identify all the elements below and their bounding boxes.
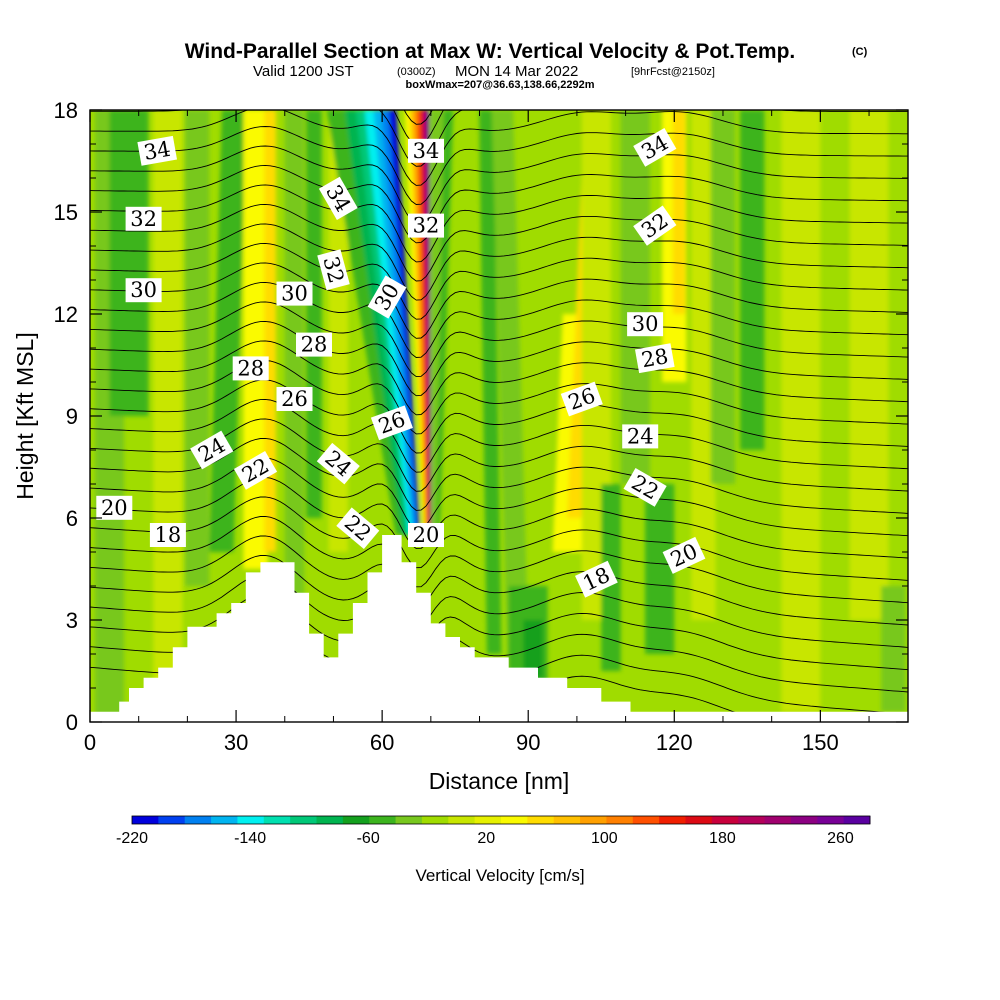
colorbar-swatch <box>632 816 660 824</box>
axes: 0 30 60 90 120 150 0 3 6 9 12 15 18 <box>54 98 908 755</box>
colorbar-swatch <box>316 816 344 824</box>
valid-time-line: Valid 1200 JST (0300Z) MON 14 Mar 2022 [… <box>253 63 715 80</box>
copyright-mark: (C) <box>852 46 868 58</box>
colorbar-tick-label: 260 <box>827 830 854 847</box>
y-axis-label: Height [Kft MSL] <box>12 332 38 499</box>
contour-label: 30 <box>276 281 313 306</box>
contour-label-text: 32 <box>130 207 157 231</box>
colorbar-tick-label: -140 <box>234 830 266 847</box>
contour-label-text: 34 <box>142 137 172 165</box>
colorbar-swatch <box>263 816 291 824</box>
plot-area: 3432302826242220183432302824223432302620… <box>90 110 908 722</box>
colorbar-swatch <box>843 816 871 824</box>
y-tick-label: 18 <box>54 98 78 123</box>
colorbar-swatch <box>290 816 317 824</box>
colorbar-swatch <box>474 816 502 824</box>
x-tick-label: 30 <box>224 730 248 755</box>
colorbar-swatch <box>659 816 686 824</box>
contour-label: 34 <box>408 138 444 163</box>
colorbar-swatch <box>342 816 370 824</box>
colorbar-swatch <box>211 816 238 824</box>
colorbar-swatch <box>580 816 607 824</box>
contour-label-text: 26 <box>281 387 308 411</box>
contour-label: 28 <box>296 332 332 357</box>
contour-label-text: 20 <box>101 496 128 520</box>
y-tick-label: 15 <box>54 200 78 225</box>
contour-label-text: 30 <box>130 278 157 302</box>
contour-label: 20 <box>96 495 133 520</box>
chart-title: Wind-Parallel Section at Max W: Vertical… <box>185 40 796 63</box>
contour-label-text: 32 <box>413 214 440 238</box>
colorbar-swatch <box>764 816 792 824</box>
chart-subtitle: boxWmax=207@36.63,138.66,2292m <box>406 79 595 91</box>
contour-label: 26 <box>276 387 313 411</box>
valid-prefix: Valid 1200 JST <box>253 63 354 80</box>
x-tick-label: 90 <box>516 730 540 755</box>
contour-label-text: 30 <box>632 312 659 336</box>
y-tick-label: 12 <box>54 302 78 327</box>
y-tick-label: 6 <box>66 506 78 531</box>
terrain <box>90 535 908 722</box>
valid-zulu: (0300Z) <box>397 66 436 78</box>
y-tick-label: 0 <box>66 710 78 735</box>
contour-label: 24 <box>622 424 659 449</box>
colorbar-swatch <box>606 816 634 824</box>
contour-label: 28 <box>232 356 269 381</box>
colorbar-tick-label: -220 <box>116 830 148 847</box>
contour-label: 32 <box>408 213 444 238</box>
colorbar-swatch <box>501 816 528 824</box>
colorbar-tick-label: -60 <box>357 830 380 847</box>
colorbar-swatch <box>184 816 212 824</box>
colorbar: -220 -140 -60 20 100 180 260 <box>116 815 871 847</box>
colorbar-swatch <box>817 816 845 824</box>
colorbar-tick-label: 100 <box>591 830 618 847</box>
contour-label-text: 18 <box>155 523 182 547</box>
contour-label-text: 28 <box>301 333 328 357</box>
colorbar-swatch <box>685 816 713 824</box>
colorbar-label: Vertical Velocity [cm/s] <box>415 866 584 885</box>
contour-label: 22 <box>336 507 380 549</box>
contour-label-text: 34 <box>413 139 440 163</box>
colorbar-frame <box>131 815 871 825</box>
contour-label: 26 <box>560 381 603 417</box>
colorbar-swatch <box>738 816 766 824</box>
theta-contour-labels: 3432302826242220183432302824223432302620… <box>96 128 706 598</box>
colorbar-swatch <box>448 816 476 824</box>
x-tick-label: 120 <box>656 730 693 755</box>
forecast-info: [9hrFcst@2150z] <box>631 66 715 78</box>
x-tick-label: 150 <box>802 730 839 755</box>
valid-date: MON 14 Mar 2022 <box>455 63 578 80</box>
x-tick-label: 0 <box>84 730 96 755</box>
colorbar-swatch <box>421 816 449 824</box>
contour-label: 30 <box>125 278 162 303</box>
contour-label: 20 <box>408 523 444 547</box>
colorbar-swatch <box>395 816 423 824</box>
colorbar-swatch <box>132 816 159 824</box>
contour-label-text: 28 <box>640 344 670 372</box>
contour-label: 32 <box>125 206 162 231</box>
y-tick-label: 9 <box>66 404 78 429</box>
y-tick-label: 3 <box>66 608 78 633</box>
contour-label: 30 <box>627 312 664 337</box>
x-axis-label: Distance [nm] <box>429 768 570 794</box>
colorbar-swatch <box>553 816 581 824</box>
contour-label-text: 30 <box>281 282 308 306</box>
colorbar-tick-label: 20 <box>477 830 495 847</box>
colorbar-swatch <box>369 816 397 824</box>
colorbar-swatch <box>790 816 818 824</box>
contour-label: 18 <box>149 523 186 547</box>
x-tick-label: 60 <box>370 730 394 755</box>
contour-label: 28 <box>634 343 675 374</box>
colorbar-swatch <box>711 816 739 824</box>
contour-label-text: 20 <box>413 523 440 547</box>
colorbar-swatch <box>527 816 555 824</box>
colorbar-swatch <box>158 816 186 824</box>
colorbar-swatch <box>237 816 265 824</box>
colorbar-tick-label: 180 <box>709 830 736 847</box>
contour-label: 34 <box>318 176 358 220</box>
contour-label-text: 24 <box>627 424 654 448</box>
contour-label: 34 <box>137 135 178 166</box>
contour-label-text: 28 <box>237 356 264 380</box>
